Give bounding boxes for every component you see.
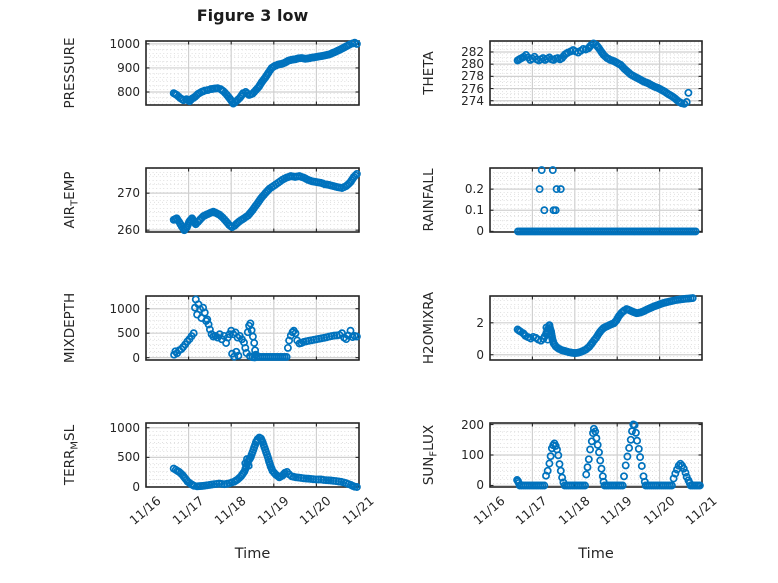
x-tick-label: 11/18 <box>555 493 593 528</box>
y-tick-label: 270 <box>117 186 140 201</box>
plot-area-h2omixra <box>489 294 703 361</box>
y-tick-label: 500 <box>117 450 140 465</box>
plot-area-terr_msl <box>145 422 361 491</box>
x-tick-label: 11/21 <box>682 493 720 528</box>
y-axis-label-sun_flux: SUNFLUX <box>421 424 440 486</box>
y-tick-label: 1000 <box>109 420 140 435</box>
y-tick-label: 0.1 <box>464 203 484 218</box>
x-tick-label: 11/16 <box>470 493 508 528</box>
y-tick-label: 100 <box>461 448 484 462</box>
x-tick-label: 11/17 <box>512 493 551 528</box>
figure-title: Figure 3 low <box>196 6 309 25</box>
y-tick-label: 274 <box>461 93 484 108</box>
y-tick-label: 0 <box>476 224 484 239</box>
y-tick-label: 1000 <box>109 36 140 51</box>
y-tick-label: 280 <box>461 57 484 72</box>
plot-area-sun_flux <box>489 420 704 490</box>
major-grid <box>490 168 702 232</box>
y-tick-label: 260 <box>117 223 140 238</box>
plot-area-pressure <box>145 38 361 108</box>
data-markers <box>513 420 704 490</box>
x-tick-label: 11/21 <box>339 493 377 528</box>
y-tick-label: 0 <box>132 480 140 494</box>
y-tick-label: 1000 <box>109 301 140 316</box>
x-tick-label: 11/16 <box>126 493 164 528</box>
y-tick-label: 0 <box>476 478 484 493</box>
data-markers <box>170 295 361 362</box>
data-markers <box>514 166 700 236</box>
x-axis-label-left: Time <box>234 546 271 562</box>
y-tick-label: 0 <box>476 347 484 362</box>
minor-grid <box>490 168 702 232</box>
data-markers <box>169 38 361 108</box>
y-tick-label: 276 <box>461 81 484 96</box>
y-tick-label: 800 <box>117 85 140 99</box>
y-tick-label: 200 <box>461 417 484 432</box>
y-tick-label: 0.2 <box>464 182 484 197</box>
x-axis-label-right: Time <box>578 546 614 562</box>
axis-ticks <box>145 423 360 488</box>
x-tick-label: 11/17 <box>169 493 207 528</box>
y-tick-label: 0 <box>132 350 140 365</box>
minor-grid <box>146 168 359 232</box>
data-markers <box>169 169 361 235</box>
axis-ticks <box>489 41 703 105</box>
plot-area-mixdepth <box>145 295 361 362</box>
minor-grid <box>146 41 359 105</box>
data-markers <box>513 294 697 358</box>
y-tick-label: 282 <box>461 44 484 59</box>
plot-area-air_temp <box>145 167 361 235</box>
x-tick-label: 11/20 <box>640 493 678 528</box>
data-markers <box>513 39 693 108</box>
y-axis-label-terr_msl: TERRMSL <box>62 424 81 486</box>
y-tick-label: 278 <box>461 69 484 84</box>
x-tick-label: 11/18 <box>211 493 249 528</box>
x-tick-label: 11/20 <box>296 493 335 528</box>
y-tick-label: 2 <box>476 315 484 330</box>
y-tick-label: 500 <box>117 326 140 341</box>
y-tick-label: 900 <box>117 60 140 75</box>
x-tick-label: 11/19 <box>254 493 292 528</box>
axis-ticks <box>489 296 703 360</box>
plot-area-rainfall <box>489 166 703 236</box>
x-tick-label: 11/19 <box>597 493 635 528</box>
plot-area-theta <box>489 39 703 108</box>
data-markers <box>169 433 361 491</box>
